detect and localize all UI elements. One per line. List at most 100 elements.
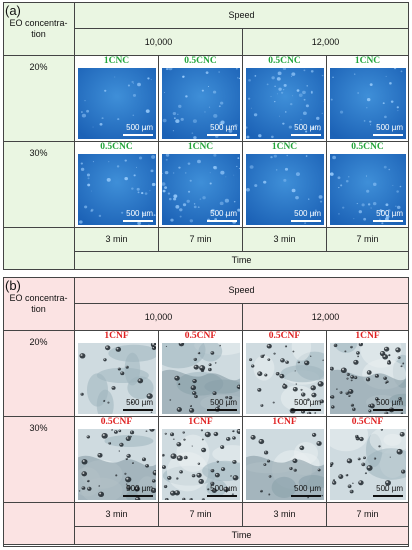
panel_b-time-header: Time — [75, 527, 409, 545]
scale-bar — [207, 134, 237, 136]
scale-bar — [373, 409, 403, 411]
scale-bar — [291, 495, 321, 497]
micrograph-image: 500 µm — [162, 343, 240, 414]
micrograph-image: 500 µm — [78, 154, 156, 225]
scale-bar — [373, 134, 403, 136]
panel_a-image-cell: 500 µm 1CNC — [75, 56, 159, 142]
micrograph-image: 500 µm — [162, 429, 240, 500]
panel-b-letter: (b) — [5, 278, 21, 293]
scale-bar-label: 500 µm — [376, 208, 403, 218]
panel_a-image-cell: 500 µm 1CNC — [327, 56, 409, 142]
sample-label: 0.5CNC — [100, 142, 133, 152]
panel_a-time-2: 3 min — [243, 228, 327, 252]
panel_a-image-cell: 500 µm 0.5CNC — [327, 142, 409, 228]
panel_a-time-header: Time — [75, 252, 409, 270]
panel_a-image-cell: 500 µm 0.5CNC — [243, 56, 327, 142]
panel_b-image-cell: 500 µm 0.5CNF — [159, 331, 243, 417]
micrograph-image: 500 µm — [246, 68, 324, 139]
panel-a-table: EO concentra-tion Speed 10,000 12,000 20% 500… — [3, 2, 409, 270]
panel_a-image-cell: 500 µm 0.5CNC — [159, 56, 243, 142]
scale-bar — [207, 220, 237, 222]
micrograph-image: 500 µm — [246, 154, 324, 225]
panel_b-image-cell: 500 µm 1CNF — [159, 417, 243, 503]
panel_a-image-cell: 500 µm 1CNC — [159, 142, 243, 228]
scale-bar-label: 500 µm — [210, 397, 237, 407]
micrograph-image: 500 µm — [246, 429, 324, 500]
panel_b-speed-10000: 10,000 — [75, 304, 243, 331]
sample-label: 1CNC — [103, 56, 130, 66]
micrograph-image: 500 µm — [246, 343, 324, 414]
scale-bar-label: 500 µm — [294, 397, 321, 407]
micrograph-image: 500 µm — [162, 154, 240, 225]
scale-bar-label: 500 µm — [210, 208, 237, 218]
scale-bar-label: 500 µm — [294, 483, 321, 493]
scale-bar — [291, 134, 321, 136]
panel_b-speed-12000: 12,000 — [243, 304, 409, 331]
scale-bar — [207, 495, 237, 497]
scale-bar — [291, 409, 321, 411]
scale-bar — [123, 134, 153, 136]
panel_a-speed-header: Speed — [75, 2, 409, 29]
panel_a-time-1: 7 min — [159, 228, 243, 252]
micrograph-image: 500 µm — [162, 68, 240, 139]
panel_b-image-cell: 500 µm 0.5CNF — [243, 331, 327, 417]
sample-label: 0.5CNF — [351, 417, 384, 427]
scale-bar-label: 500 µm — [376, 397, 403, 407]
micrograph-image: 500 µm — [78, 429, 156, 500]
micrograph-image: 500 µm — [330, 343, 406, 414]
sample-label: 0.5CNF — [268, 331, 301, 341]
sample-label: 0.5CNF — [184, 331, 217, 341]
scale-bar — [123, 495, 153, 497]
micrograph-image: 500 µm — [330, 68, 406, 139]
scale-bar — [123, 220, 153, 222]
panel_b-time-1: 7 min — [159, 503, 243, 527]
panel_a-row-label-1: 30% — [3, 142, 75, 228]
scale-bar — [291, 220, 321, 222]
panel_a-time-3: 7 min — [327, 228, 409, 252]
scale-bar-label: 500 µm — [294, 122, 321, 132]
panel_a-eo-header: EO concentra-tion — [3, 2, 75, 56]
panel_b-time-2: 3 min — [243, 503, 327, 527]
panel_b-image-cell: 500 µm 1CNF — [327, 331, 409, 417]
scale-bar-label: 500 µm — [376, 483, 403, 493]
scale-bar — [373, 495, 403, 497]
sample-label: 0.5CNC — [351, 142, 384, 152]
sample-label: 0.5CNC — [184, 56, 217, 66]
panel-b: EO concentra-tion Speed 10,000 12,000 20% 500… — [3, 277, 409, 547]
sample-label: 1CNC — [271, 142, 298, 152]
panel_b-image-cell: 500 µm 1CNF — [75, 331, 159, 417]
micrograph-image: 500 µm — [78, 343, 156, 414]
sample-label: 0.5CNC — [268, 56, 301, 66]
panel_a-image-cell: 500 µm 1CNC — [243, 142, 327, 228]
scale-bar-label: 500 µm — [126, 483, 153, 493]
panel_b-row-label-0: 20% — [3, 331, 75, 417]
panel-a: EO concentra-tion Speed 10,000 12,000 20% 500… — [3, 2, 409, 270]
scale-bar-label: 500 µm — [376, 122, 403, 132]
panel_a-speed-10000: 10,000 — [75, 29, 243, 56]
sample-label: 1CNC — [187, 142, 214, 152]
panel_b-image-cell: 500 µm 0.5CNF — [327, 417, 409, 503]
scale-bar-label: 500 µm — [210, 483, 237, 493]
micrograph-image: 500 µm — [78, 68, 156, 139]
sample-label: 0.5CNF — [100, 417, 133, 427]
panel_a-speed-12000: 12,000 — [243, 29, 409, 56]
scale-bar-label: 500 µm — [126, 122, 153, 132]
sample-label: 1CNF — [272, 417, 297, 427]
scale-bar — [207, 409, 237, 411]
panel_b-image-cell: 500 µm 0.5CNF — [75, 417, 159, 503]
scale-bar-label: 500 µm — [210, 122, 237, 132]
panel_b-time-blank — [3, 503, 75, 545]
panel_b-time-0: 3 min — [75, 503, 159, 527]
scale-bar — [123, 409, 153, 411]
scale-bar-label: 500 µm — [126, 397, 153, 407]
panel_a-time-blank — [3, 228, 75, 270]
micrograph-image: 500 µm — [330, 154, 406, 225]
micrograph-image: 500 µm — [330, 429, 406, 500]
panel_b-time-3: 7 min — [327, 503, 409, 527]
panel_b-speed-header: Speed — [75, 277, 409, 304]
scale-bar-label: 500 µm — [126, 208, 153, 218]
panel_a-image-cell: 500 µm 0.5CNC — [75, 142, 159, 228]
scale-bar — [373, 220, 403, 222]
sample-label: 1CNF — [355, 331, 380, 341]
panel_b-image-cell: 500 µm 1CNF — [243, 417, 327, 503]
